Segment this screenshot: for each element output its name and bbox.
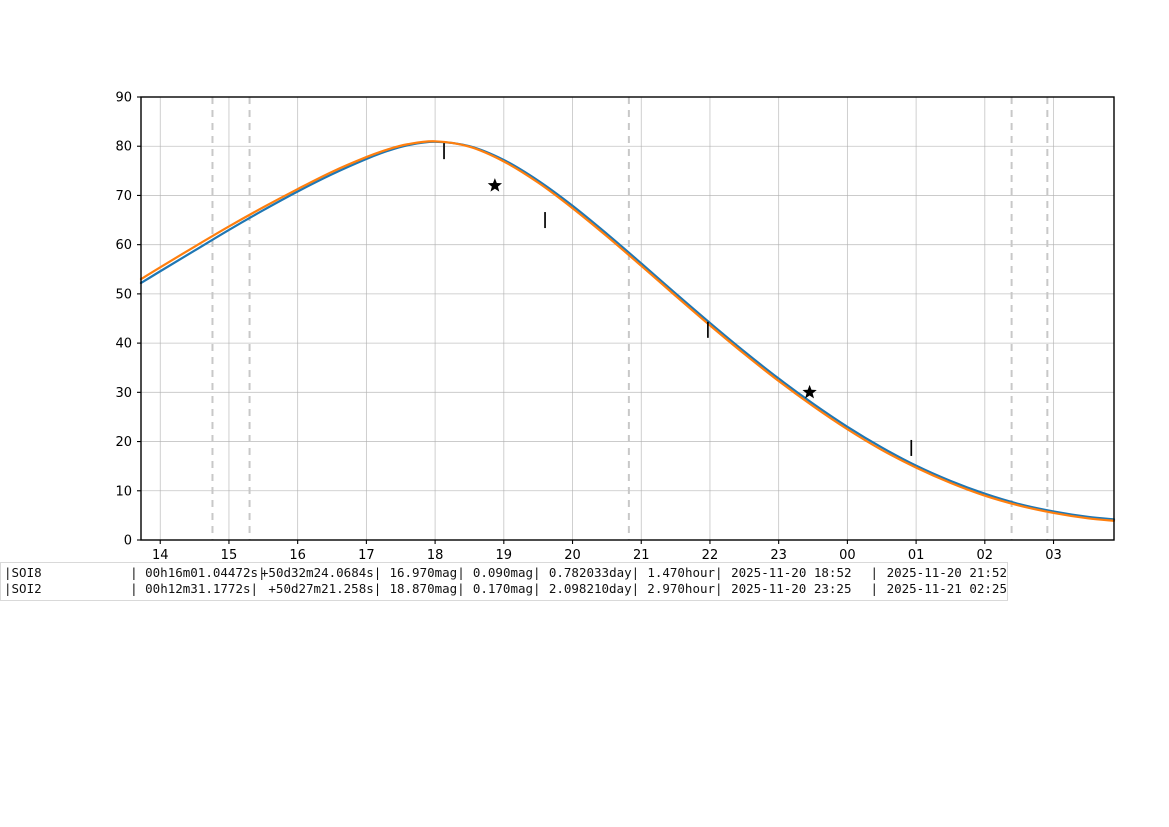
- cell-mag-error: 0.170mag|: [472, 581, 541, 596]
- cell-ra: | 00h12m31.1772s|: [130, 581, 259, 596]
- cell-ra: | 00h16m01.04472s|: [130, 565, 266, 580]
- x-tick-label: 19: [496, 548, 513, 563]
- star-marker: [802, 384, 817, 399]
- table-row: |SOI2 | 00h12m31.1772s| +50d27m21.258s| 18.…: [1, 581, 1007, 597]
- x-tick-label: 00: [839, 548, 856, 563]
- cell-dec: +50d32m24.0684s|: [260, 565, 382, 580]
- x-tick-label: 20: [564, 548, 581, 563]
- x-tick-label: 02: [977, 548, 994, 563]
- star-marker: [487, 178, 503, 192]
- y-tick-label: 90: [115, 91, 132, 106]
- cell-duration: 1.470hour|: [647, 565, 723, 580]
- cell-name: |SOI8: [4, 565, 42, 580]
- y-tick-label: 80: [115, 140, 132, 155]
- y-tick-label: 10: [115, 484, 132, 499]
- x-tick-label: 15: [221, 548, 238, 563]
- cell-separator: |: [870, 565, 879, 580]
- cell-separator: |: [870, 581, 879, 596]
- cell-duration: 2.970hour|: [647, 581, 723, 596]
- cell-start: 2025-11-20 18:52: [731, 565, 852, 580]
- cell-start: 2025-11-20 23:25: [731, 581, 852, 596]
- x-tick-label: 01: [908, 548, 925, 563]
- y-tick-label: 50: [115, 287, 132, 302]
- y-tick-label: 30: [115, 386, 132, 401]
- y-tick-label: 0: [124, 534, 132, 549]
- x-tick-label: 14: [152, 548, 169, 563]
- x-tick-label: 17: [358, 548, 375, 563]
- y-tick-label: 40: [115, 337, 132, 352]
- x-tick-label: 03: [1045, 548, 1062, 563]
- axes-frame: [140, 96, 1115, 541]
- cell-mag: 18.870mag|: [389, 581, 465, 596]
- x-tick-label: 16: [289, 548, 306, 563]
- cell-mag-error: 0.090mag|: [472, 565, 541, 580]
- y-tick-label: 20: [115, 435, 132, 450]
- x-tick-label: 18: [427, 548, 444, 563]
- series-line-soi8: [139, 140, 1116, 521]
- cell-dec: +50d27m21.258s|: [268, 581, 382, 596]
- cell-period: 2.098210day|: [548, 581, 640, 596]
- target-info-table: |SOI8 | 00h16m01.04472s| +50d32m24.0684s| 1…: [0, 562, 1008, 601]
- table-row: |SOI8 | 00h16m01.04472s| +50d32m24.0684s| 1…: [1, 565, 1007, 581]
- cell-name: |SOI2: [4, 581, 42, 596]
- series-line-soi2: [139, 140, 1116, 522]
- y-tick-label: 70: [115, 189, 132, 204]
- cell-period: 0.782033day|: [548, 565, 640, 580]
- x-tick-label: 22: [702, 548, 719, 563]
- x-tick-label: 21: [633, 548, 650, 563]
- cell-end: 2025-11-21 02:25: [886, 581, 1007, 596]
- cell-mag: 16.970mag|: [389, 565, 465, 580]
- y-tick-label: 60: [115, 238, 132, 253]
- x-tick-label: 23: [770, 548, 787, 563]
- cell-end: 2025-11-20 21:52: [886, 565, 1007, 580]
